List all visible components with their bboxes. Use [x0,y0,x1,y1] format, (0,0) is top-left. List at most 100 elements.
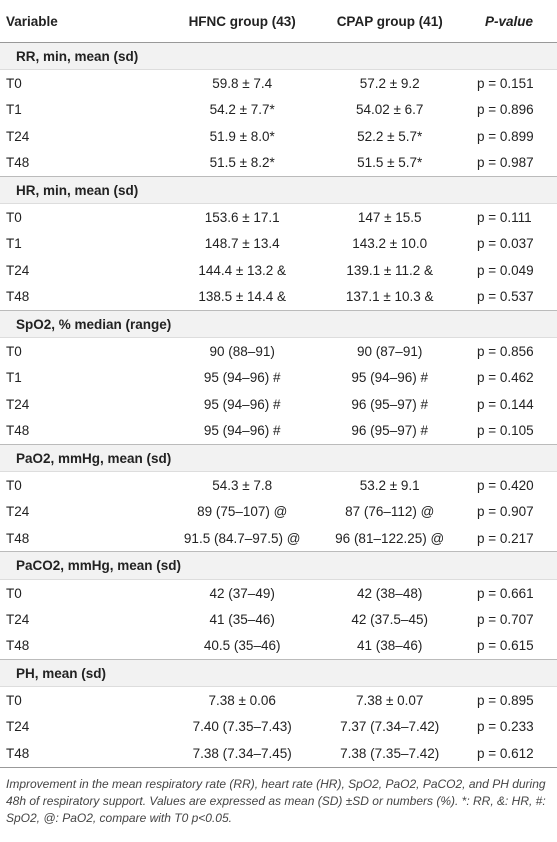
time-cell: T0 [6,343,22,359]
p-value-cell: p = 0.899 [477,128,534,144]
footnote: Improvement in the mean respiratory rate… [6,776,546,825]
time-cell: T24 [6,396,30,412]
data-row: T24 95 (94–96) # 96 (95–97) # p = 0.144 [0,391,557,417]
time-cell: T24 [6,611,30,627]
time-cell: T48 [0,740,166,768]
value-cell: 51.5 ± 5.7* [357,155,423,171]
p-value-cell: p = 0.037 [477,236,534,252]
data-row: T0 153.6 ± 17.1 147 ± 15.5 p = 0.111 [0,204,557,231]
value-cell: 41 (38–46) [357,638,423,654]
data-row: T24 144.4 ± 13.2 & 139.1 ± 11.2 & p = 0.049 [0,257,557,283]
value-cell: 96 (95–97) # [351,396,428,412]
value-cell: 42 (37–49) [209,585,275,601]
value-cell: 137.1 ± 10.3 & [345,289,434,305]
p-value-cell: p = 0.151 [477,76,534,92]
section-title: SpO2, % median (range) [0,309,557,339]
p-value-cell: p = 0.420 [477,477,534,493]
section-row: PH, mean (sd) [0,658,557,688]
time-cell: T1 [6,236,22,252]
value-cell: 42 (38–48) [357,585,423,601]
data-row: T1 148.7 ± 13.4 143.2 ± 10.0 p = 0.037 [0,231,557,257]
p-value-cell: p = 0.233 [477,719,534,735]
value-cell: 59.8 ± 7.4 [212,76,273,92]
value-cell: 7.38 (7.35–7.42) [318,740,461,768]
section-title: PH, mean (sd) [0,658,557,688]
time-cell: T48 [6,155,30,171]
data-row: T0 90 (88–91) 90 (87–91) p = 0.856 [0,338,557,365]
value-cell: 7.38 ± 0.07 [355,693,424,709]
value-cell: 52.2 ± 5.7* [357,128,423,144]
time-cell: T48 [6,530,30,546]
time-cell: T48 [6,638,30,654]
data-row: T48 95 (94–96) # 96 (95–97) # p = 0.105 [0,417,557,444]
data-row: T24 7.40 (7.35–7.43) 7.37 (7.34–7.42) p = 0… [0,714,557,740]
value-cell: 53.2 ± 9.1 [359,477,420,493]
value-cell: 95 (94–96) # [203,370,281,386]
value-cell: 54.2 ± 7.7* [209,102,275,118]
p-value-cell: p = 0.907 [477,504,534,520]
data-row: T48 40.5 (35–46) 41 (38–46) p = 0.615 [0,633,557,660]
value-cell: 40.5 (35–46) [203,638,281,654]
value-cell: 95 (94–96) # [203,396,281,412]
value-cell: 54.02 ± 6.7 [355,102,424,118]
data-row: T1 54.2 ± 7.7* 54.02 ± 6.7 p = 0.896 [0,97,557,123]
p-value-cell: p = 0.615 [477,638,534,654]
data-row: T0 54.3 ± 7.8 53.2 ± 9.1 p = 0.420 [0,472,557,499]
value-cell: 57.2 ± 9.2 [359,76,420,92]
p-value-cell: p = 0.987 [477,155,534,171]
time-cell: T24 [6,504,30,520]
time-cell: T24 [6,128,30,144]
time-cell: T1 [6,102,22,118]
value-cell: 144.4 ± 13.2 & [198,262,287,278]
value-cell: 7.38 (7.34–7.45) [166,740,319,768]
p-value-cell: p = 0.537 [477,289,534,305]
section-title: RR, min, mean (sd) [0,41,557,71]
value-cell: 91.5 (84.7–97.5) @ [183,530,301,546]
value-cell: 96 (95–97) # [351,423,428,439]
value-cell: 148.7 ± 13.4 [204,236,280,252]
p-value-cell: p = 0.612 [461,740,557,768]
time-cell: T0 [6,477,22,493]
data-row: T48 91.5 (84.7–97.5) @ 96 (81–122.25) @ p =… [0,525,557,552]
time-cell: T0 [6,210,22,226]
p-value-cell: p = 0.049 [477,262,534,278]
p-value-cell: p = 0.144 [477,396,534,412]
value-cell: 87 (76–112) @ [345,504,435,520]
section-row: SpO2, % median (range) [0,309,557,339]
value-cell: 51.5 ± 8.2* [209,155,275,171]
section-row: RR, min, mean (sd) [0,41,557,71]
p-value-cell: p = 0.661 [477,585,534,601]
time-cell: T24 [6,262,30,278]
section-title: PaCO2, mmHg, mean (sd) [0,551,557,580]
value-cell: 95 (94–96) # [351,370,428,386]
p-value-cell: p = 0.896 [477,102,534,118]
value-cell: 147 ± 15.5 [357,210,422,226]
data-row: T0 7.38 ± 0.06 7.38 ± 0.07 p = 0.895 [0,687,557,714]
p-value-cell: p = 0.856 [477,343,534,359]
p-value-cell: p = 0.111 [477,210,532,226]
section-row: HR, min, mean (sd) [0,175,557,205]
value-cell: 139.1 ± 11.2 & [346,262,434,278]
header-cell: CPAP group (41) [318,0,461,43]
time-cell: T0 [6,693,22,709]
data-row: T24 41 (35–46) 42 (37.5–45) p = 0.707 [0,606,557,632]
header-cell: P-value [461,0,557,43]
value-cell: 7.38 ± 0.06 [208,693,276,709]
time-cell: T0 [6,585,22,601]
table-head: Variable HFNC group (43) CPAP group (41) P-… [0,0,557,43]
value-cell: 90 (88–91) [209,343,275,359]
data-row: T48 7.38 (7.34–7.45) 7.38 (7.35–7.42) p = 0… [0,740,557,768]
section-title: PaO2, mmHg, mean (sd) [0,443,557,473]
p-value-cell: p = 0.707 [477,611,534,627]
value-cell: 153.6 ± 17.1 [204,210,280,226]
data-table: Variable HFNC group (43) CPAP group (41) P-… [0,0,557,768]
p-value-cell: p = 0.105 [477,423,534,439]
value-cell: 42 (37.5–45) [351,611,428,627]
p-value-cell: p = 0.217 [477,530,534,546]
data-row: T48 51.5 ± 8.2* 51.5 ± 5.7* p = 0.987 [0,150,557,177]
value-cell: 95 (94–96) # [203,423,281,439]
header-row: Variable HFNC group (43) CPAP group (41) P-… [0,0,557,43]
data-row: T24 51.9 ± 8.0* 52.2 ± 5.7* p = 0.899 [0,123,557,149]
time-cell: T1 [6,370,22,386]
